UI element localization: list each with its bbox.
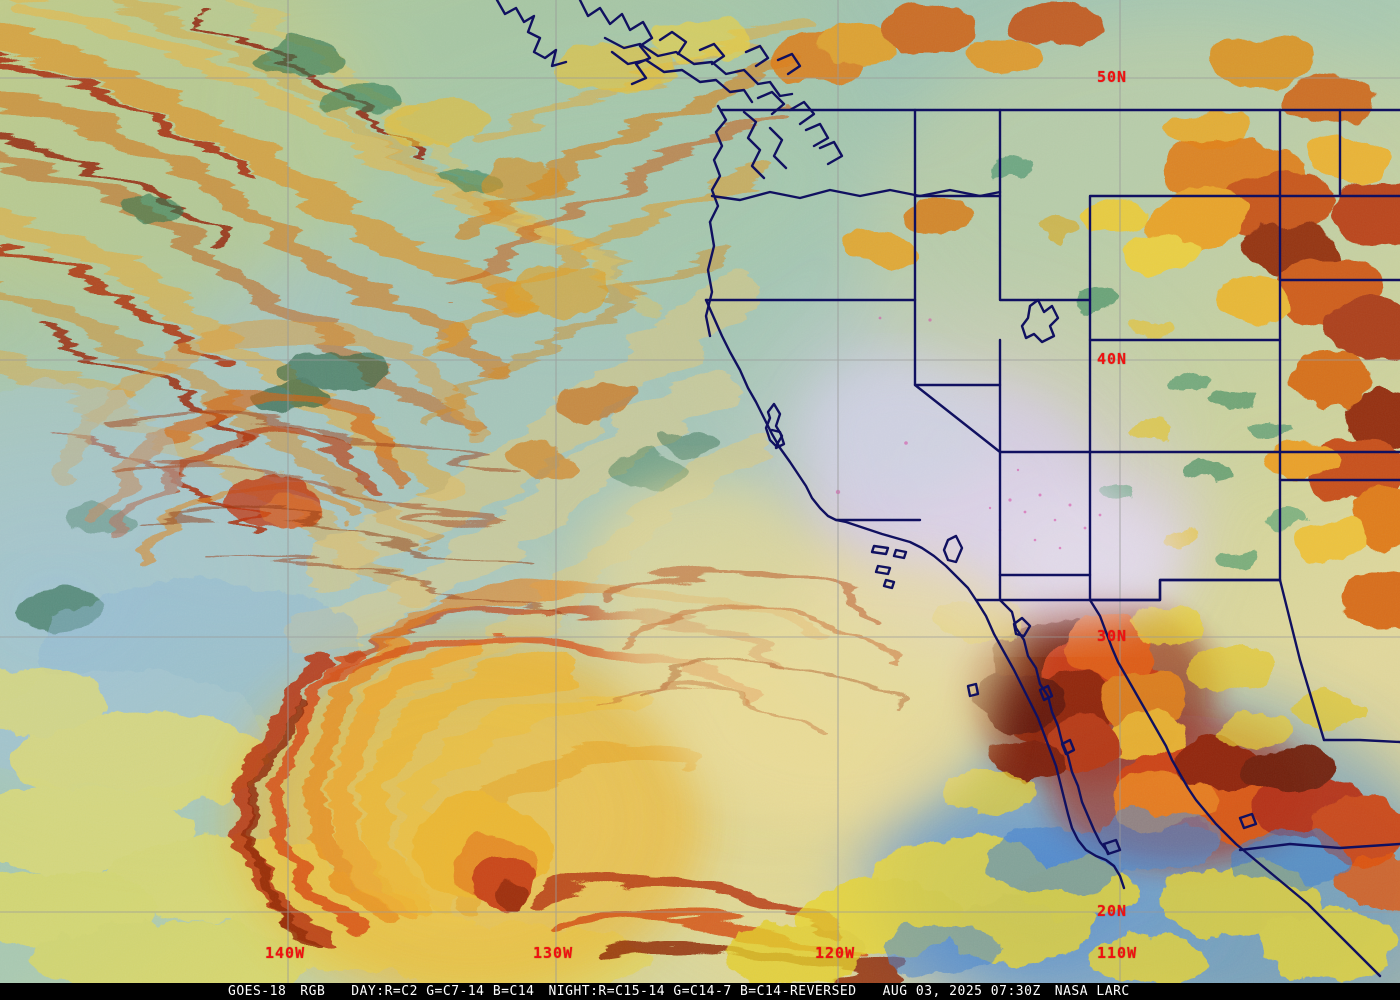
lon-label-130w: 130W [533,944,574,962]
data-source: NASA LARC [1054,984,1130,999]
satellite-name: GOES-18 [228,984,287,999]
lat-label-20n: 20N [1097,902,1128,920]
rgb-label: RGB [300,984,326,999]
caption-bar: GOES-18 RGB DAY:R=C2 G=C7-14 B=C14 NIGHT:R=… [0,983,1400,1000]
lon-label-140w: 140W [265,944,306,962]
lat-label-30n: 30N [1097,627,1128,645]
night-recipe: NIGHT:R=C15-14 G=C14-7 B=C14-REVERSED [548,984,857,999]
lon-label-110w: 110W [1097,944,1138,962]
lon-label-120w: 120W [815,944,856,962]
lat-label-50n: 50N [1097,68,1128,86]
observation-timestamp: AUG 03, 2025 07:30Z [882,984,1041,999]
lat-label-40n: 40N [1097,350,1128,368]
day-recipe: DAY:R=C2 G=C7-14 B=C14 [351,984,535,999]
